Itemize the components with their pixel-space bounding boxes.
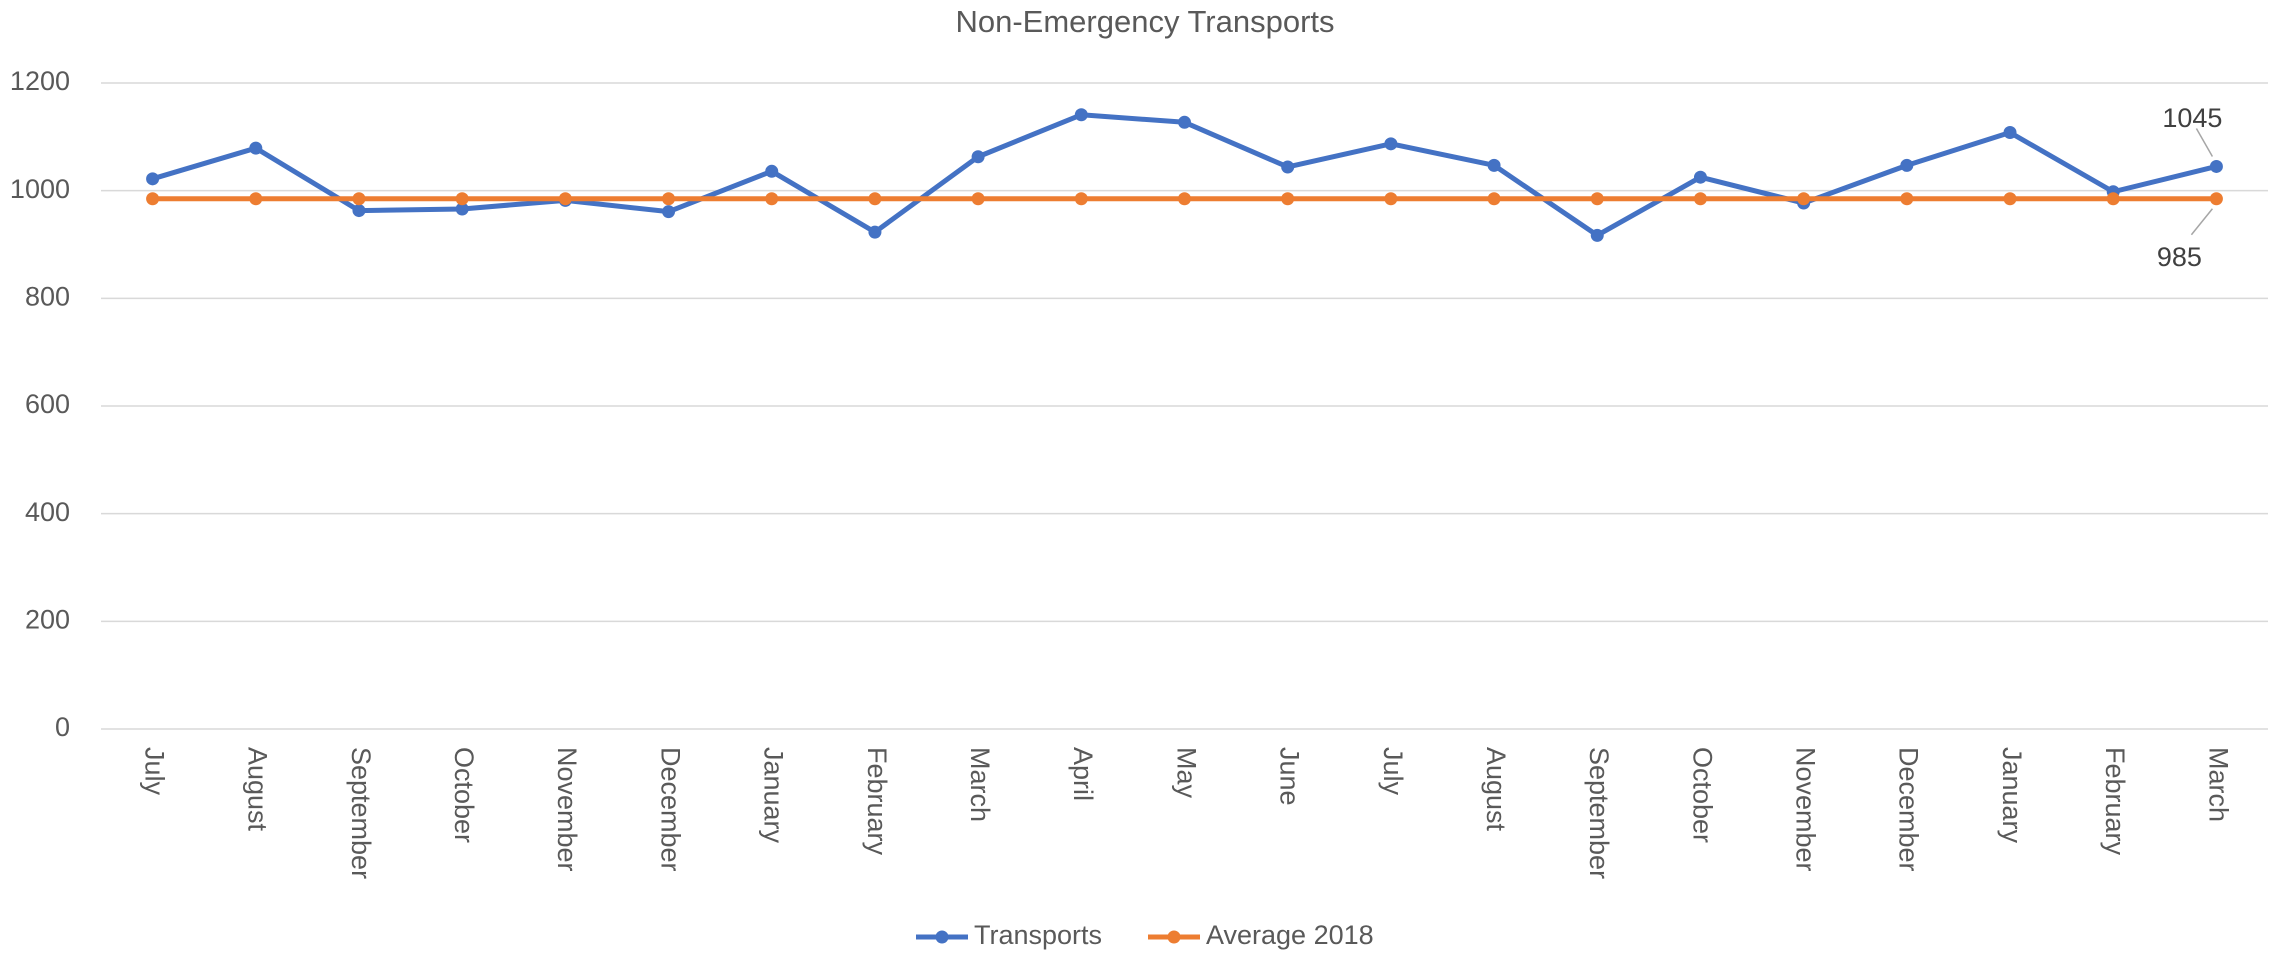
point bbox=[1281, 192, 1295, 206]
point bbox=[971, 150, 985, 164]
x-tick-label: July bbox=[139, 747, 169, 796]
point bbox=[146, 192, 160, 206]
legend-marker bbox=[935, 930, 949, 944]
x-tick-label: July bbox=[1378, 747, 1408, 796]
point bbox=[249, 141, 263, 155]
point bbox=[1590, 228, 1604, 242]
point bbox=[868, 225, 882, 239]
x-tick-label: November bbox=[552, 747, 582, 872]
y-tick-label: 600 bbox=[25, 389, 70, 419]
x-tick-label: August bbox=[1481, 747, 1511, 832]
legend-label: Transports bbox=[974, 920, 1102, 950]
legend-marker bbox=[1167, 930, 1181, 944]
point bbox=[1900, 158, 1914, 172]
y-tick-label: 800 bbox=[25, 281, 70, 311]
x-tick-label: October bbox=[449, 747, 479, 843]
point bbox=[455, 192, 469, 206]
x-tick-label: June bbox=[1275, 747, 1305, 806]
x-tick-label: November bbox=[1791, 747, 1821, 872]
point bbox=[558, 192, 572, 206]
point bbox=[1384, 192, 1398, 206]
x-tick-label: May bbox=[1171, 747, 1201, 799]
point bbox=[1074, 108, 1088, 122]
point bbox=[249, 192, 263, 206]
point bbox=[146, 172, 160, 186]
point bbox=[868, 192, 882, 206]
x-tick-label: April bbox=[1068, 747, 1098, 801]
y-tick-label: 0 bbox=[55, 712, 70, 742]
point bbox=[1900, 192, 1914, 206]
x-tick-label: March bbox=[2203, 747, 2233, 822]
point bbox=[2003, 192, 2017, 206]
point bbox=[1693, 170, 1707, 184]
x-tick-label: September bbox=[346, 747, 376, 879]
point bbox=[1178, 192, 1191, 206]
y-tick-label: 1200 bbox=[10, 66, 70, 96]
point bbox=[1487, 192, 1501, 206]
leader-line bbox=[2190, 208, 2213, 236]
point bbox=[1178, 115, 1191, 129]
point bbox=[2209, 192, 2223, 206]
x-tick-label: January bbox=[1997, 747, 2027, 844]
point bbox=[2003, 126, 2017, 140]
x-tick-label: August bbox=[243, 747, 273, 832]
point bbox=[1074, 192, 1088, 206]
point bbox=[455, 202, 469, 216]
x-tick-label: October bbox=[1687, 747, 1717, 843]
y-tick-label: 200 bbox=[25, 604, 70, 634]
x-tick-label: December bbox=[1894, 747, 1924, 872]
y-tick-label: 1000 bbox=[10, 174, 70, 204]
x-tick-label: February bbox=[862, 747, 892, 856]
x-tick-label: January bbox=[759, 747, 789, 844]
point bbox=[971, 192, 985, 206]
point bbox=[662, 192, 676, 206]
series-line bbox=[151, 112, 2217, 238]
legend-label: Average 2018 bbox=[1206, 920, 1374, 950]
chart-title: Non-Emergency Transports bbox=[955, 4, 1334, 39]
data-label: 1045 bbox=[2162, 103, 2222, 133]
x-tick-label: September bbox=[1584, 747, 1614, 879]
point bbox=[765, 164, 779, 178]
point bbox=[352, 192, 366, 206]
point bbox=[1797, 192, 1811, 206]
y-tick-label: 400 bbox=[25, 497, 70, 527]
point bbox=[352, 204, 366, 218]
point bbox=[1693, 192, 1707, 206]
point bbox=[765, 192, 779, 206]
point bbox=[662, 205, 676, 219]
point bbox=[1487, 158, 1501, 172]
x-tick-label: February bbox=[2100, 747, 2130, 856]
data-label: 985 bbox=[2157, 242, 2202, 272]
point bbox=[2209, 159, 2223, 173]
point bbox=[2106, 192, 2120, 206]
x-tick-label: March bbox=[965, 747, 995, 822]
x-tick-label: December bbox=[655, 747, 685, 872]
point bbox=[1281, 160, 1295, 174]
point bbox=[1384, 137, 1398, 151]
point bbox=[1590, 192, 1604, 206]
leader-line bbox=[2195, 128, 2214, 157]
